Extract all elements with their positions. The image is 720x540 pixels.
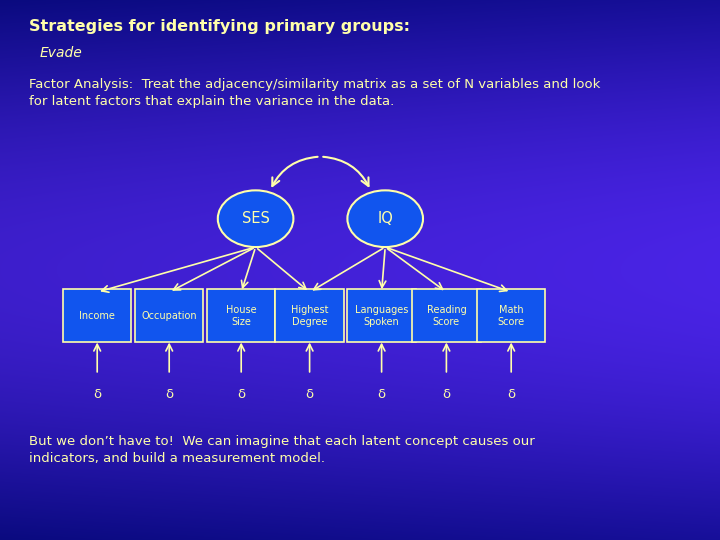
Text: Highest
Degree: Highest Degree [291,305,328,327]
FancyBboxPatch shape [348,289,416,342]
Ellipse shape [218,190,294,247]
Text: Math
Score: Math Score [498,305,525,327]
Text: δ: δ [377,388,386,401]
FancyBboxPatch shape [477,289,546,342]
Text: Strategies for identifying primary groups:: Strategies for identifying primary group… [29,19,410,34]
FancyBboxPatch shape [275,289,344,342]
Text: Occupation: Occupation [141,311,197,321]
Text: Reading
Score: Reading Score [426,305,467,327]
Ellipse shape [348,190,423,247]
Text: Languages
Spoken: Languages Spoken [355,305,408,327]
Text: IQ: IQ [377,211,393,226]
Text: SES: SES [242,211,269,226]
FancyArrowPatch shape [323,157,369,186]
Text: δ: δ [237,388,246,401]
Text: Income: Income [79,311,115,321]
Text: δ: δ [507,388,516,401]
Text: δ: δ [305,388,314,401]
Text: δ: δ [442,388,451,401]
FancyBboxPatch shape [207,289,276,342]
Text: δ: δ [93,388,102,401]
Text: δ: δ [165,388,174,401]
Text: But we don’t have to!  We can imagine that each latent concept causes our
indica: But we don’t have to! We can imagine tha… [29,435,534,465]
FancyArrowPatch shape [272,157,318,186]
Text: Factor Analysis:  Treat the adjacency/similarity matrix as a set of N variables : Factor Analysis: Treat the adjacency/sim… [29,78,600,109]
FancyBboxPatch shape [63,289,132,342]
FancyBboxPatch shape [412,289,481,342]
Text: Evade: Evade [40,46,82,60]
FancyBboxPatch shape [135,289,203,342]
Text: House
Size: House Size [226,305,256,327]
